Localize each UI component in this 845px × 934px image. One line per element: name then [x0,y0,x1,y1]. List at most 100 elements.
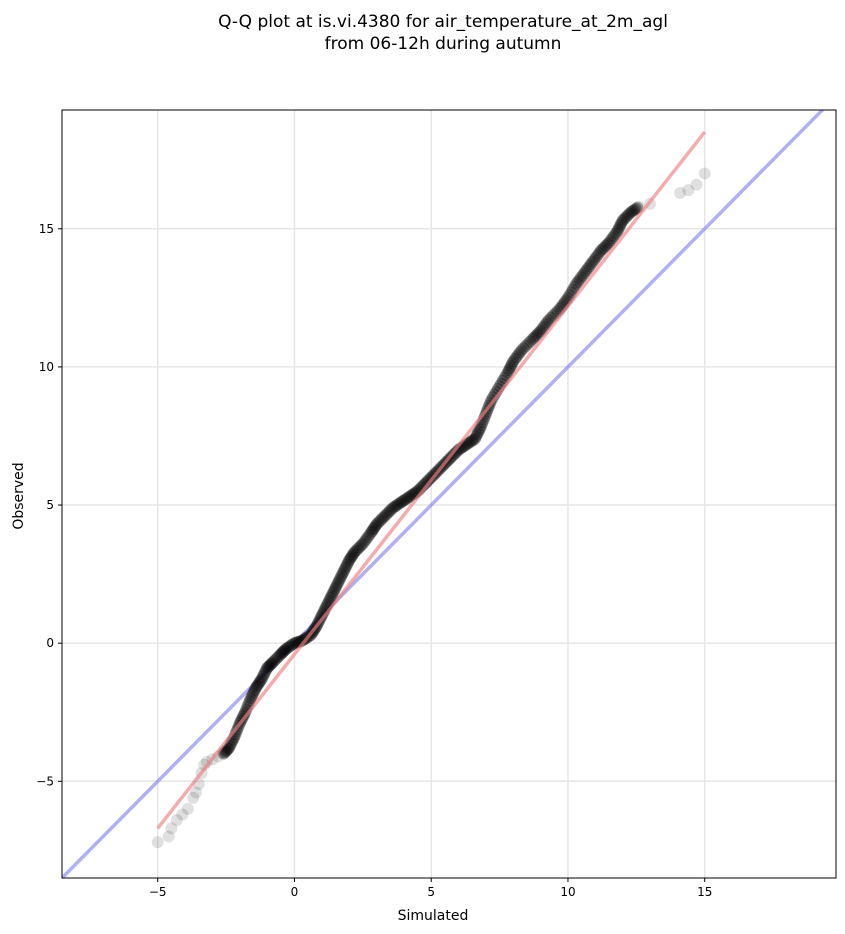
y-axis-label: Observed [11,462,27,529]
data-point [276,646,289,659]
data-point [345,550,358,563]
data-point [324,591,337,604]
data-point [350,544,363,557]
data-point [404,489,417,502]
x-tick-label: 10 [560,885,575,899]
data-point [468,432,481,445]
data-point [281,641,294,654]
data-point [612,223,625,236]
data-point [353,541,366,554]
data-point [368,521,381,534]
data-point [398,494,411,507]
data-point [602,236,615,249]
data-point [221,743,234,756]
data-point [534,325,547,338]
data-point [358,535,371,548]
data-point [382,506,395,519]
plot-frame [61,109,837,879]
data-point [512,348,525,361]
data-point [626,205,639,218]
data-point [246,688,259,701]
data-point [274,648,287,661]
data-point [510,350,523,363]
data-point [363,528,376,541]
data-point [369,520,382,533]
data-point [257,668,270,681]
data-point [315,609,328,622]
data-point [343,554,356,567]
data-point [403,490,416,503]
data-point [346,549,359,562]
data-point [536,322,549,335]
data-point [279,643,292,656]
data-point [502,364,515,377]
x-tick-label: 15 [697,885,712,899]
data-point [247,685,260,698]
data-point [545,311,558,324]
data-point [330,580,343,593]
data-point [594,244,607,257]
data-point [598,241,611,254]
data-point [541,316,554,329]
data-point [327,585,340,598]
data-point [366,525,379,538]
data-point [393,497,406,510]
data-point [261,662,274,675]
data-point [340,558,353,571]
data-point [584,258,597,271]
data-point [372,516,385,529]
data-point [467,433,480,446]
data-point [338,563,351,576]
data-point [624,206,637,219]
data-point [575,271,588,284]
data-point [337,565,350,578]
data-point [190,786,203,799]
data-point [332,576,345,589]
data-point [586,255,599,268]
y-tick-label: 15 [39,222,54,236]
data-point [601,238,614,251]
data-point [222,742,235,755]
data-point [395,496,408,509]
data-point [524,335,537,348]
data-point [388,500,401,513]
data-point [268,654,281,667]
data-point [570,278,583,291]
x-tick-label: −5 [149,885,167,899]
data-point [513,346,526,359]
data-point [517,342,530,355]
data-point [254,674,267,687]
y-tick-label: 5 [46,498,54,512]
data-point [360,533,373,546]
data-point [576,269,589,282]
data-point [351,542,364,555]
data-point [275,647,288,660]
data-point [375,513,388,526]
data-point [401,491,414,504]
data-point [674,186,687,199]
data-point [333,574,346,587]
chart-title-line1: Q-Q plot at is.vi.4380 for air_temperatu… [218,12,668,32]
data-point [326,587,339,600]
data-point [421,475,434,488]
data-point [245,690,258,703]
data-point [243,695,256,708]
data-point [474,421,487,434]
data-point [508,353,521,366]
data-point [348,546,361,559]
y-axis-ticks: −5 0 5 10 15 [36,222,62,788]
fit-line [156,131,707,830]
data-point [335,569,348,582]
data-point [462,437,475,450]
data-point [609,227,622,240]
data-point [170,813,183,826]
data-point [698,167,711,180]
data-point [258,666,271,679]
data-point [571,275,584,288]
data-point [581,262,594,275]
data-point [507,355,520,368]
data-point [378,510,391,523]
data-point [613,221,626,234]
data-point [604,234,617,247]
data-point [611,225,624,238]
